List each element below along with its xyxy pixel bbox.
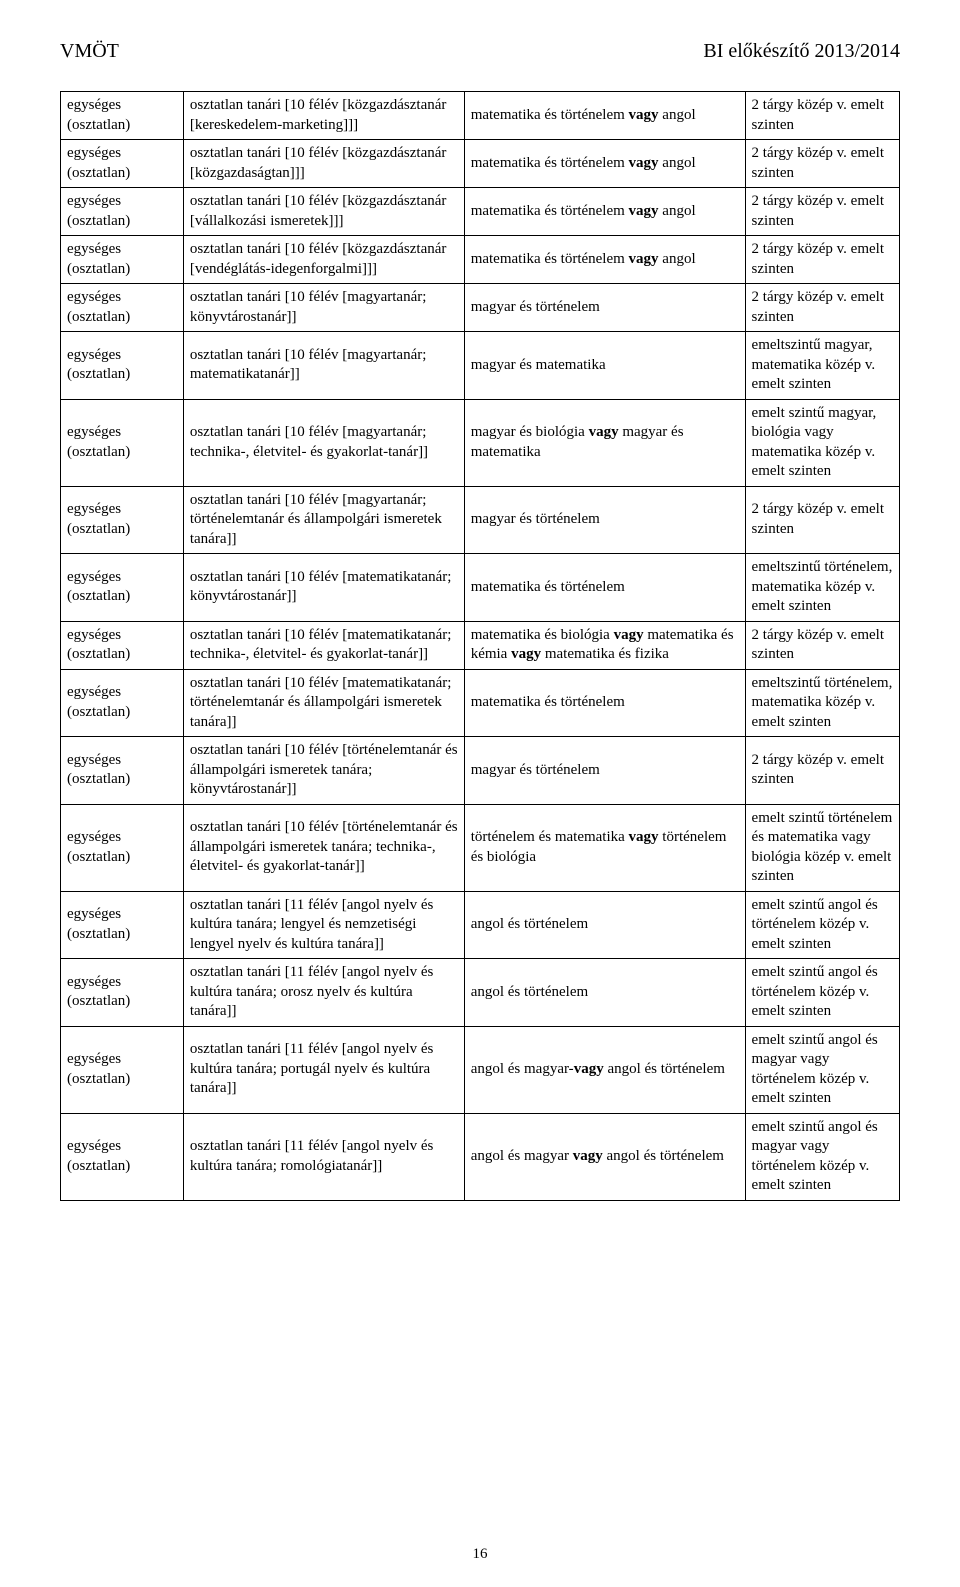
- table-row: egységes (osztatlan)osztatlan tanári [10…: [61, 140, 900, 188]
- cell-type: egységes (osztatlan): [61, 737, 184, 805]
- page-number: 16: [0, 1546, 960, 1563]
- cell-type: egységes (osztatlan): [61, 621, 184, 669]
- table-row: egységes (osztatlan)osztatlan tanári [10…: [61, 236, 900, 284]
- cell-level: 2 tárgy közép v. emelt szinten: [745, 140, 899, 188]
- cell-program: osztatlan tanári [10 félév [magyartanár;…: [183, 332, 464, 400]
- cell-level: emeltszintű történelem, matematika közép…: [745, 669, 899, 737]
- table-row: egységes (osztatlan)osztatlan tanári [11…: [61, 1026, 900, 1113]
- cell-level: emeltszintű magyar, matematika közép v. …: [745, 332, 899, 400]
- table-row: egységes (osztatlan)osztatlan tanári [10…: [61, 669, 900, 737]
- cell-level: 2 tárgy közép v. emelt szinten: [745, 284, 899, 332]
- cell-type: egységes (osztatlan): [61, 554, 184, 622]
- cell-type: egységes (osztatlan): [61, 332, 184, 400]
- cell-program: osztatlan tanári [10 félév [közgazdászta…: [183, 92, 464, 140]
- cell-type: egységes (osztatlan): [61, 399, 184, 486]
- cell-program: osztatlan tanári [10 félév [közgazdászta…: [183, 236, 464, 284]
- cell-subjects: angol és magyar-vagy angol és történelem: [464, 1026, 745, 1113]
- cell-subjects: magyar és biológia vagy magyar és matema…: [464, 399, 745, 486]
- cell-subjects: magyar és történelem: [464, 737, 745, 805]
- cell-program: osztatlan tanári [11 félév [angol nyelv …: [183, 891, 464, 959]
- cell-type: egységes (osztatlan): [61, 236, 184, 284]
- cell-subjects: magyar és történelem: [464, 486, 745, 554]
- cell-level: emelt szintű magyar, biológia vagy matem…: [745, 399, 899, 486]
- cell-subjects: matematika és történelem: [464, 554, 745, 622]
- cell-subjects: matematika és biológia vagy matematika é…: [464, 621, 745, 669]
- cell-program: osztatlan tanári [10 félév [matematikata…: [183, 669, 464, 737]
- cell-level: 2 tárgy közép v. emelt szinten: [745, 236, 899, 284]
- table-row: egységes (osztatlan)osztatlan tanári [10…: [61, 737, 900, 805]
- cell-type: egységes (osztatlan): [61, 140, 184, 188]
- table-row: egységes (osztatlan)osztatlan tanári [10…: [61, 284, 900, 332]
- cell-subjects: angol és történelem: [464, 959, 745, 1027]
- table-row: egységes (osztatlan)osztatlan tanári [10…: [61, 554, 900, 622]
- table-row: egységes (osztatlan)osztatlan tanári [10…: [61, 621, 900, 669]
- cell-program: osztatlan tanári [10 félév [történelemta…: [183, 737, 464, 805]
- cell-level: emelt szintű történelem és matematika va…: [745, 804, 899, 891]
- cell-type: egységes (osztatlan): [61, 891, 184, 959]
- cell-program: osztatlan tanári [10 félév [matematikata…: [183, 621, 464, 669]
- cell-program: osztatlan tanári [10 félév [magyartanár;…: [183, 486, 464, 554]
- cell-program: osztatlan tanári [10 félév [magyartanár;…: [183, 284, 464, 332]
- cell-subjects: magyar és matematika: [464, 332, 745, 400]
- cell-program: osztatlan tanári [10 félév [matematikata…: [183, 554, 464, 622]
- cell-type: egységes (osztatlan): [61, 1113, 184, 1200]
- table-row: egységes (osztatlan)osztatlan tanári [10…: [61, 399, 900, 486]
- cell-subjects: matematika és történelem vagy angol: [464, 140, 745, 188]
- header-right: BI előkészítő 2013/2014: [703, 40, 900, 63]
- cell-program: osztatlan tanári [10 félév [magyartanár;…: [183, 399, 464, 486]
- cell-type: egységes (osztatlan): [61, 188, 184, 236]
- cell-program: osztatlan tanári [11 félév [angol nyelv …: [183, 959, 464, 1027]
- cell-subjects: angol és történelem: [464, 891, 745, 959]
- data-table: egységes (osztatlan)osztatlan tanári [10…: [60, 91, 900, 1201]
- cell-subjects: matematika és történelem vagy angol: [464, 188, 745, 236]
- header-left: VMÖT: [60, 40, 119, 63]
- cell-level: 2 tárgy közép v. emelt szinten: [745, 486, 899, 554]
- table-row: egységes (osztatlan)osztatlan tanári [10…: [61, 486, 900, 554]
- cell-type: egységes (osztatlan): [61, 92, 184, 140]
- cell-program: osztatlan tanári [10 félév [közgazdászta…: [183, 140, 464, 188]
- cell-level: emelt szintű angol és történelem közép v…: [745, 959, 899, 1027]
- cell-level: emelt szintű angol és történelem közép v…: [745, 891, 899, 959]
- cell-level: 2 tárgy közép v. emelt szinten: [745, 92, 899, 140]
- table-row: egységes (osztatlan)osztatlan tanári [10…: [61, 188, 900, 236]
- cell-type: egységes (osztatlan): [61, 804, 184, 891]
- cell-level: 2 tárgy közép v. emelt szinten: [745, 188, 899, 236]
- table-row: egységes (osztatlan)osztatlan tanári [10…: [61, 92, 900, 140]
- cell-program: osztatlan tanári [10 félév [közgazdászta…: [183, 188, 464, 236]
- cell-subjects: magyar és történelem: [464, 284, 745, 332]
- table-row: egységes (osztatlan)osztatlan tanári [11…: [61, 959, 900, 1027]
- cell-subjects: történelem és matematika vagy történelem…: [464, 804, 745, 891]
- cell-type: egységes (osztatlan): [61, 284, 184, 332]
- cell-subjects: matematika és történelem: [464, 669, 745, 737]
- cell-type: egységes (osztatlan): [61, 486, 184, 554]
- table-row: egységes (osztatlan)osztatlan tanári [11…: [61, 891, 900, 959]
- cell-type: egységes (osztatlan): [61, 669, 184, 737]
- cell-subjects: angol és magyar vagy angol és történelem: [464, 1113, 745, 1200]
- cell-level: emeltszintű történelem, matematika közép…: [745, 554, 899, 622]
- cell-subjects: matematika és történelem vagy angol: [464, 236, 745, 284]
- page-header: VMÖT BI előkészítő 2013/2014: [60, 40, 900, 63]
- table-row: egységes (osztatlan)osztatlan tanári [11…: [61, 1113, 900, 1200]
- cell-type: egységes (osztatlan): [61, 1026, 184, 1113]
- table-row: egységes (osztatlan)osztatlan tanári [10…: [61, 804, 900, 891]
- table-row: egységes (osztatlan)osztatlan tanári [10…: [61, 332, 900, 400]
- cell-program: osztatlan tanári [10 félév [történelemta…: [183, 804, 464, 891]
- cell-level: 2 tárgy közép v. emelt szinten: [745, 621, 899, 669]
- cell-level: emelt szintű angol és magyar vagy történ…: [745, 1113, 899, 1200]
- cell-subjects: matematika és történelem vagy angol: [464, 92, 745, 140]
- cell-program: osztatlan tanári [11 félév [angol nyelv …: [183, 1113, 464, 1200]
- cell-program: osztatlan tanári [11 félév [angol nyelv …: [183, 1026, 464, 1113]
- cell-level: emelt szintű angol és magyar vagy történ…: [745, 1026, 899, 1113]
- cell-level: 2 tárgy közép v. emelt szinten: [745, 737, 899, 805]
- cell-type: egységes (osztatlan): [61, 959, 184, 1027]
